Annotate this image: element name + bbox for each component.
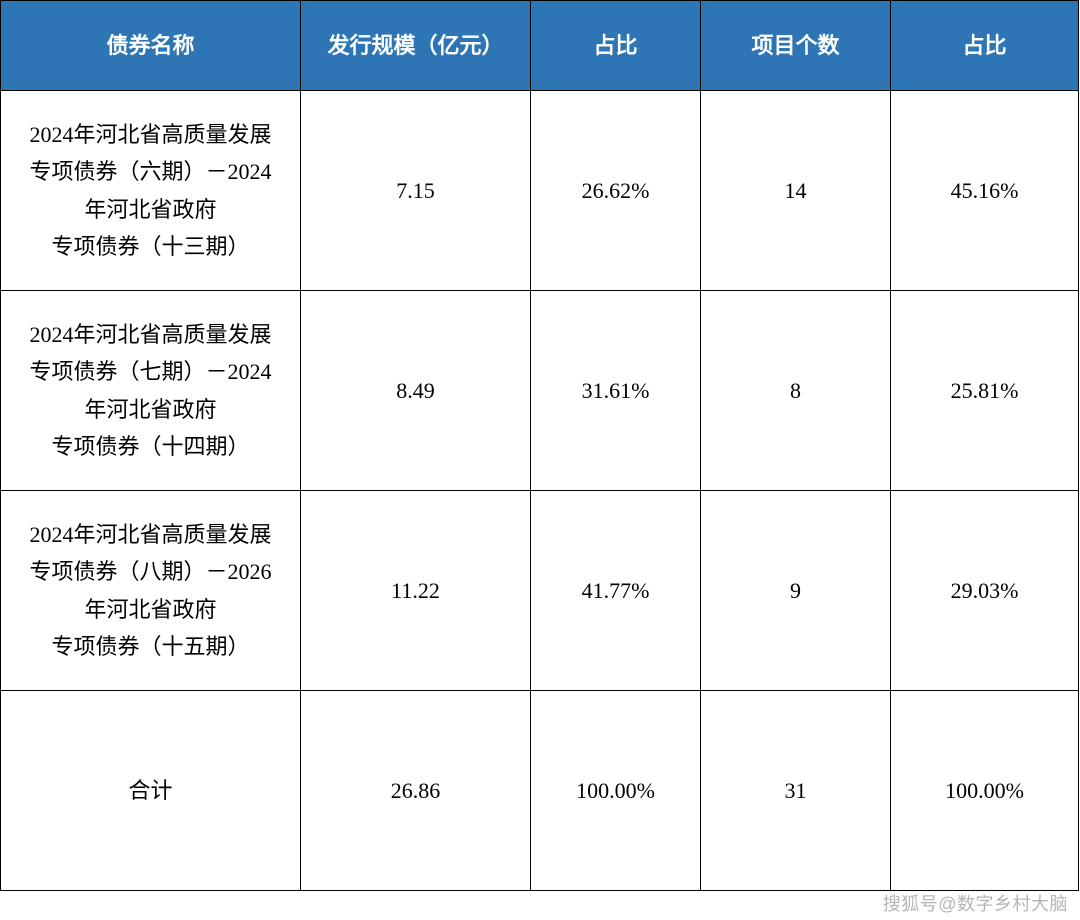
cell-name: 2024年河北省高质量发展 专项债券（八期）－2026 年河北省政府 专项债券（…: [1, 491, 301, 691]
table-row-total: 合计 26.86 100.00% 31 100.00%: [1, 691, 1079, 891]
table-row: 2024年河北省高质量发展 专项债券（七期）－2024 年河北省政府 专项债券（…: [1, 291, 1079, 491]
col-header-ratio2: 占比: [891, 1, 1079, 91]
cell-count: 9: [701, 491, 891, 691]
col-header-ratio1: 占比: [531, 1, 701, 91]
cell-ratio1: 31.61%: [531, 291, 701, 491]
cell-count: 8: [701, 291, 891, 491]
cell-ratio2: 45.16%: [891, 91, 1079, 291]
cell-name: 合计: [1, 691, 301, 891]
watermark-text: 搜狐号@数字乡村大脑: [883, 890, 1068, 916]
cell-ratio1: 100.00%: [531, 691, 701, 891]
cell-ratio1: 26.62%: [531, 91, 701, 291]
cell-ratio2: 100.00%: [891, 691, 1079, 891]
cell-count: 14: [701, 91, 891, 291]
cell-ratio2: 29.03%: [891, 491, 1079, 691]
table-row: 2024年河北省高质量发展 专项债券（八期）－2026 年河北省政府 专项债券（…: [1, 491, 1079, 691]
cell-name: 2024年河北省高质量发展 专项债券（七期）－2024 年河北省政府 专项债券（…: [1, 291, 301, 491]
bond-table: 债券名称 发行规模（亿元） 占比 项目个数 占比 2024年河北省高质量发展 专…: [0, 0, 1079, 891]
cell-count: 31: [701, 691, 891, 891]
col-header-name: 债券名称: [1, 1, 301, 91]
cell-scale: 7.15: [301, 91, 531, 291]
col-header-count: 项目个数: [701, 1, 891, 91]
table-row: 2024年河北省高质量发展 专项债券（六期）－2024 年河北省政府 专项债券（…: [1, 91, 1079, 291]
cell-ratio2: 25.81%: [891, 291, 1079, 491]
col-header-scale: 发行规模（亿元）: [301, 1, 531, 91]
cell-scale: 8.49: [301, 291, 531, 491]
cell-scale: 26.86: [301, 691, 531, 891]
cell-scale: 11.22: [301, 491, 531, 691]
cell-ratio1: 41.77%: [531, 491, 701, 691]
table-header-row: 债券名称 发行规模（亿元） 占比 项目个数 占比: [1, 1, 1079, 91]
table-body: 2024年河北省高质量发展 专项债券（六期）－2024 年河北省政府 专项债券（…: [1, 91, 1079, 891]
cell-name: 2024年河北省高质量发展 专项债券（六期）－2024 年河北省政府 专项债券（…: [1, 91, 301, 291]
